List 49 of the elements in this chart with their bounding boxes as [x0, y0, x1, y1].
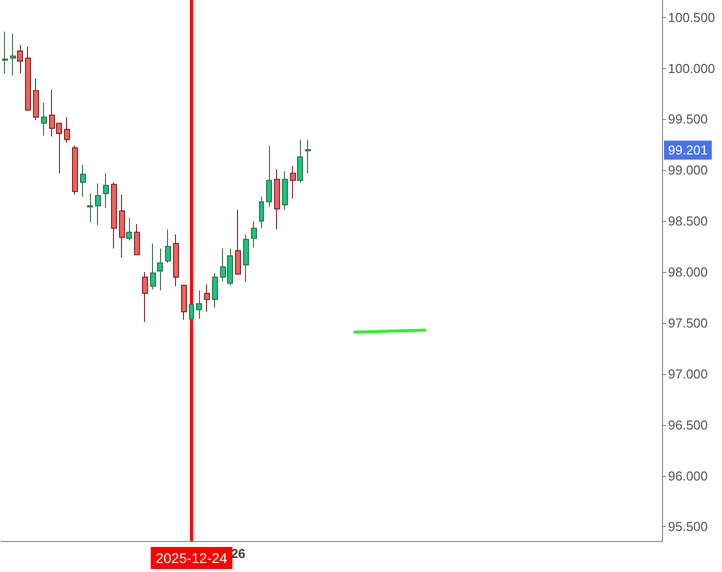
- candlestick: [10, 33, 16, 76]
- candlestick: [64, 116, 70, 144]
- y-tick-label: 99.000: [668, 162, 708, 178]
- candlestick: [204, 284, 210, 312]
- candlestick: [72, 145, 78, 196]
- candlestick: [165, 228, 171, 264]
- candlestick: [111, 182, 117, 250]
- candlestick: [41, 102, 47, 136]
- candlestick: [274, 168, 280, 230]
- candlestick: [290, 166, 296, 200]
- y-tick-label: 98.000: [668, 264, 708, 280]
- y-tick-label: 96.000: [668, 468, 708, 484]
- candlestick: [181, 284, 187, 320]
- candlestick: [259, 196, 264, 229]
- candlestick: [297, 139, 303, 183]
- candlestick: [142, 272, 148, 322]
- candlestick: [235, 209, 241, 275]
- candlestick: [80, 164, 86, 198]
- candlestick: [157, 248, 163, 291]
- y-tick-label: 100.000: [668, 60, 715, 76]
- candlestick: [25, 46, 31, 112]
- candlestick: [196, 290, 202, 320]
- text: 99.201: [668, 142, 708, 158]
- candlestick: [212, 272, 218, 308]
- candlestick: [119, 194, 125, 258]
- y-tick-label: 96.500: [668, 417, 708, 432]
- candlestick: [2, 31, 8, 74]
- candlestick: [150, 243, 156, 290]
- candlestick: [305, 139, 311, 174]
- candlestick: [17, 44, 23, 74]
- candlestick: [243, 234, 249, 283]
- y-tick-label: 97.000: [668, 366, 708, 382]
- candlestick: [87, 193, 93, 223]
- candlestick: [266, 145, 272, 208]
- candlestick: [134, 224, 140, 256]
- candlestick: [173, 234, 179, 287]
- y-tick-label: 99.500: [668, 112, 708, 127]
- y-tick-label: 100.500: [668, 10, 715, 25]
- x-tick-label: 2025-12-24: [156, 550, 228, 566]
- candlestick: [189, 300, 194, 331]
- y-tick-label: 98.500: [668, 214, 708, 229]
- candlestick: [126, 218, 132, 241]
- candlestick: [282, 170, 288, 210]
- y-tick-label: 97.500: [668, 315, 708, 330]
- candlestick: [103, 172, 109, 208]
- y-tick-label: 95.500: [668, 519, 708, 534]
- candlestick: [251, 220, 257, 248]
- candlestick: [33, 78, 39, 121]
- candlestick: [95, 182, 101, 226]
